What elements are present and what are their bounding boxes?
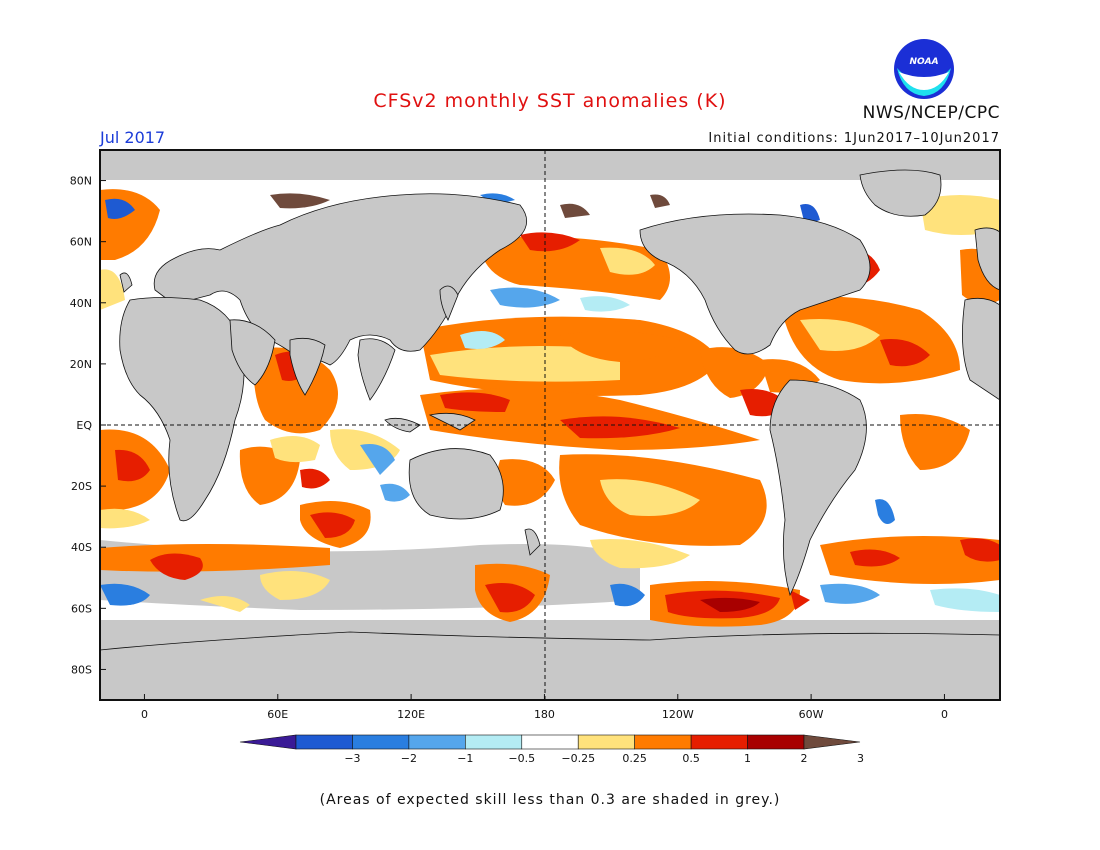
colorbar-label: −0.5 xyxy=(508,752,535,765)
svg-text:NOAA: NOAA xyxy=(909,57,938,67)
noaa-logo: NOAA xyxy=(894,39,954,99)
colorbar-label: 1 xyxy=(744,752,751,765)
lat-label: 60S xyxy=(71,602,92,615)
lat-label: EQ xyxy=(76,419,92,432)
initial-conditions: Initial conditions: 1Jun2017–10Jun2017 xyxy=(708,131,1000,146)
colorbar-segment xyxy=(634,734,692,750)
colorbar-label: −1 xyxy=(457,752,473,765)
lon-label: 0 xyxy=(141,708,148,721)
colorbar-label: 0.5 xyxy=(682,752,700,765)
valid-month: Jul 2017 xyxy=(100,128,166,147)
colorbar-segment xyxy=(521,734,579,750)
lat-label: 60N xyxy=(70,236,92,249)
skill-footnote: (Areas of expected skill less than 0.3 a… xyxy=(319,792,781,808)
agency-label: NWS/NCEP/CPC xyxy=(862,103,1000,123)
lon-label: 120W xyxy=(662,708,694,721)
colorbar-segment xyxy=(352,734,410,750)
colorbar-label: −2 xyxy=(401,752,417,765)
colorbar-label: 3 xyxy=(857,752,864,765)
colorbar-max-arrow xyxy=(803,734,861,750)
lon-label: 60E xyxy=(267,708,288,721)
colorbar: −3 −2 −1 −0.5 −0.25 0.25 0.5 1 2 3 xyxy=(239,734,864,765)
lat-label: 20S xyxy=(71,480,92,493)
colorbar-segment xyxy=(747,734,805,750)
lon-label: 0 xyxy=(941,708,948,721)
colorbar-label: 2 xyxy=(801,752,808,765)
lat-label: 40S xyxy=(71,541,92,554)
lon-label: 180 xyxy=(534,708,555,721)
colorbar-min-arrow xyxy=(239,734,297,750)
colorbar-label: 0.25 xyxy=(622,752,647,765)
colorbar-segment xyxy=(408,734,466,750)
colorbar-segment xyxy=(295,734,353,750)
latitude-labels: 80N 60N 40N 20N EQ 20S 40S 60S 80S xyxy=(70,175,106,676)
lat-label: 40N xyxy=(70,297,92,310)
colorbar-label: −3 xyxy=(344,752,360,765)
colorbar-segment xyxy=(577,734,635,750)
longitude-labels: 0 60E 120E 180 120W 60W 0 xyxy=(141,694,948,721)
colorbar-segment xyxy=(465,734,523,750)
lat-label: 80S xyxy=(71,663,92,676)
lon-label: 120E xyxy=(397,708,425,721)
land-masses xyxy=(100,169,1000,700)
chart-title: CFSv2 monthly SST anomalies (K) xyxy=(373,90,727,112)
lat-label: 20N xyxy=(70,358,92,371)
lon-label: 60W xyxy=(799,708,824,721)
colorbar-label: −0.25 xyxy=(561,752,595,765)
colorbar-segment xyxy=(690,734,748,750)
lat-label: 80N xyxy=(70,175,92,188)
